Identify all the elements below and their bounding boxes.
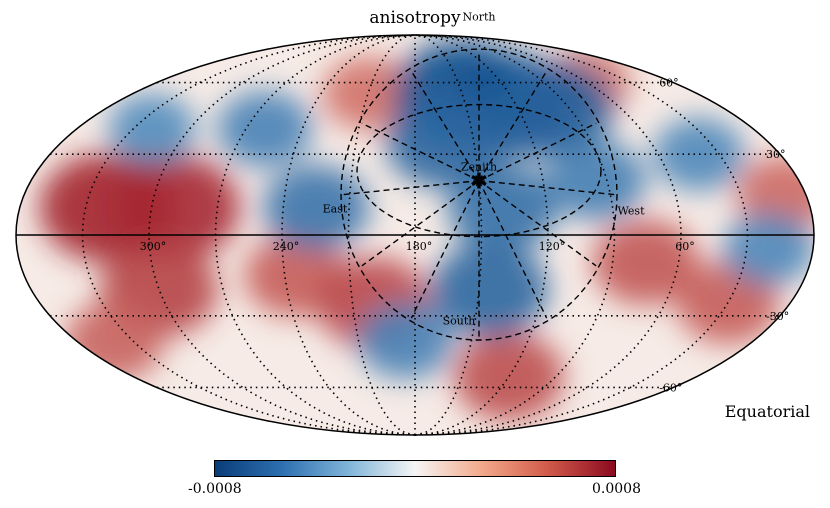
red-anisotropy-region [592, 219, 699, 305]
azimuth-spoke [478, 122, 597, 182]
longitude-label: 60° [675, 240, 695, 253]
coordinate-frame-label: Equatorial [724, 402, 810, 421]
blue-anisotropy-region [447, 163, 558, 252]
horizon-north-label: North [462, 11, 495, 24]
colorbar-min-label: -0.0008 [188, 481, 242, 497]
azimuth-spoke [361, 180, 480, 267]
azimuth-spoke [478, 180, 597, 267]
blue-anisotropy-region [723, 212, 814, 286]
blue-anisotropy-region [653, 117, 745, 191]
zenith-label: Zenith [461, 161, 497, 174]
latitude-label: 30° [766, 148, 786, 161]
horizon-boundary [340, 48, 618, 341]
horizon-east-label: East [323, 203, 348, 216]
latitude-label: -60° [659, 381, 682, 394]
longitude-label: 180° [406, 240, 433, 253]
red-anisotropy-region [322, 56, 414, 130]
colorbar [214, 460, 616, 477]
red-anisotropy-region [107, 154, 240, 261]
azimuth-spoke [343, 179, 480, 196]
red-anisotropy-region [65, 301, 164, 381]
blue-anisotropy-region [263, 165, 370, 251]
azimuth-spoke [478, 180, 548, 319]
altitude-ring [356, 103, 602, 238]
map-title: anisotropy [369, 8, 461, 28]
longitude-label: 120° [539, 240, 566, 253]
blue-anisotropy-region [108, 93, 196, 164]
azimuth-spoke [361, 122, 480, 182]
horizon-south-label: South [443, 315, 476, 328]
latitude-label: 60° [659, 77, 679, 90]
blue-anisotropy-region [492, 60, 614, 158]
blue-anisotropy-region [430, 242, 549, 337]
longitude-label: 300° [140, 240, 167, 253]
blue-anisotropy-region [546, 141, 646, 221]
longitude-label: 240° [273, 240, 300, 253]
azimuth-spoke [478, 179, 615, 196]
azimuth-spoke [410, 70, 480, 181]
zenith-star-icon: ✱ [470, 170, 488, 195]
horizon-west-label: West [618, 205, 646, 218]
red-anisotropy-region [453, 332, 564, 421]
azimuth-spoke [410, 180, 480, 319]
meridian-line [414, 34, 483, 436]
latitude-label: -30° [766, 310, 789, 323]
colorbar-max-label: 0.0008 [592, 481, 641, 497]
azimuth-spoke [478, 70, 548, 181]
local-horizon-grid [340, 48, 618, 341]
map-outline [15, 34, 815, 436]
blue-anisotropy-region [217, 90, 313, 167]
blue-anisotropy-region [358, 303, 454, 380]
meridian-line [347, 34, 416, 436]
